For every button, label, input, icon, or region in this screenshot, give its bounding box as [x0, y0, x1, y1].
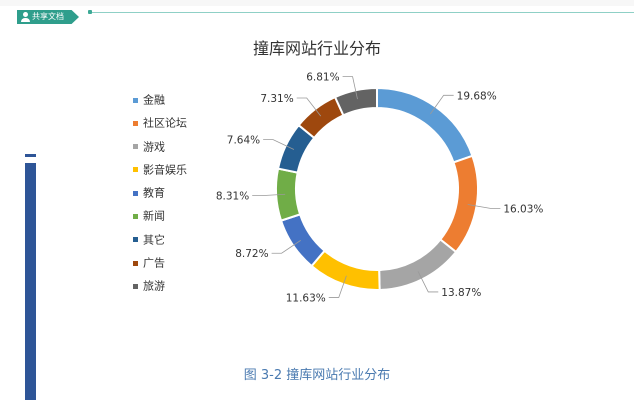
chart-title: 撞库网站行业分布 [252, 39, 381, 58]
leader-line [296, 97, 322, 117]
donut-slice [310, 249, 381, 291]
legend-item: 新闻 [133, 204, 187, 227]
data-label: 13.87% [441, 287, 481, 299]
legend-item: 旅游 [133, 274, 187, 297]
donut-slice [279, 213, 326, 268]
legend-item: 金融 [133, 88, 187, 111]
legend-item: 游戏 [133, 135, 187, 158]
legend-label: 影音娱乐 [143, 163, 187, 177]
figure-caption: 图 3-2 撞库网站行业分布 [243, 368, 391, 383]
header-divider-dot [88, 10, 92, 14]
legend-label: 游戏 [143, 139, 165, 153]
shared-doc-tag-label: 共享文档 [32, 12, 64, 21]
data-label: 8.72% [235, 248, 268, 260]
legend-item: 其它 [133, 228, 187, 251]
legend-item: 广告 [133, 251, 187, 274]
left-accent-bar [25, 163, 36, 400]
legend-swatch [133, 97, 138, 103]
legend-label: 社区论坛 [143, 116, 187, 130]
data-label: 7.64% [227, 135, 260, 147]
legend-label: 金融 [143, 93, 165, 107]
data-label: 11.63% [286, 292, 326, 304]
legend-swatch [133, 213, 138, 219]
data-label: 6.81% [306, 72, 339, 84]
user-icon [21, 12, 30, 22]
leader-line [252, 193, 286, 197]
left-accent-mark [25, 154, 36, 157]
legend-item: 教育 [133, 181, 187, 204]
data-label: 8.31% [216, 191, 249, 203]
chart-legend: 金融社区论坛游戏影音娱乐教育新闻其它广告旅游 [133, 88, 187, 298]
legend-item: 影音娱乐 [133, 158, 187, 181]
legend-swatch [133, 120, 138, 126]
legend-swatch [133, 144, 138, 150]
legend-swatch [133, 260, 138, 266]
donut-slice [378, 238, 458, 291]
top-rule [0, 0, 634, 6]
legend-label: 广告 [143, 256, 165, 270]
legend-swatch [133, 190, 138, 196]
leader-line [271, 240, 301, 254]
legend-label: 教育 [143, 186, 165, 200]
legend-label: 旅游 [143, 279, 165, 293]
donut-slice [438, 154, 479, 254]
data-label: 16.03% [503, 203, 543, 215]
leader-line [342, 76, 358, 100]
data-label: 19.68% [457, 90, 497, 102]
leader-line [328, 275, 347, 298]
leader-line [417, 271, 439, 293]
legend-swatch [133, 237, 138, 243]
leader-line [263, 139, 295, 150]
donut-slice [297, 95, 345, 140]
legend-label: 其它 [143, 233, 165, 247]
shared-doc-tag[interactable]: 共享文档 [17, 10, 79, 24]
donut-slice [333, 86, 378, 117]
header-divider [90, 12, 634, 13]
data-label: 7.31% [260, 93, 293, 105]
legend-item: 社区论坛 [133, 111, 187, 134]
leader-line [429, 94, 454, 115]
legend-swatch [133, 283, 138, 289]
legend-label: 新闻 [143, 209, 165, 223]
legend-swatch [133, 167, 138, 173]
leader-line [467, 204, 501, 209]
